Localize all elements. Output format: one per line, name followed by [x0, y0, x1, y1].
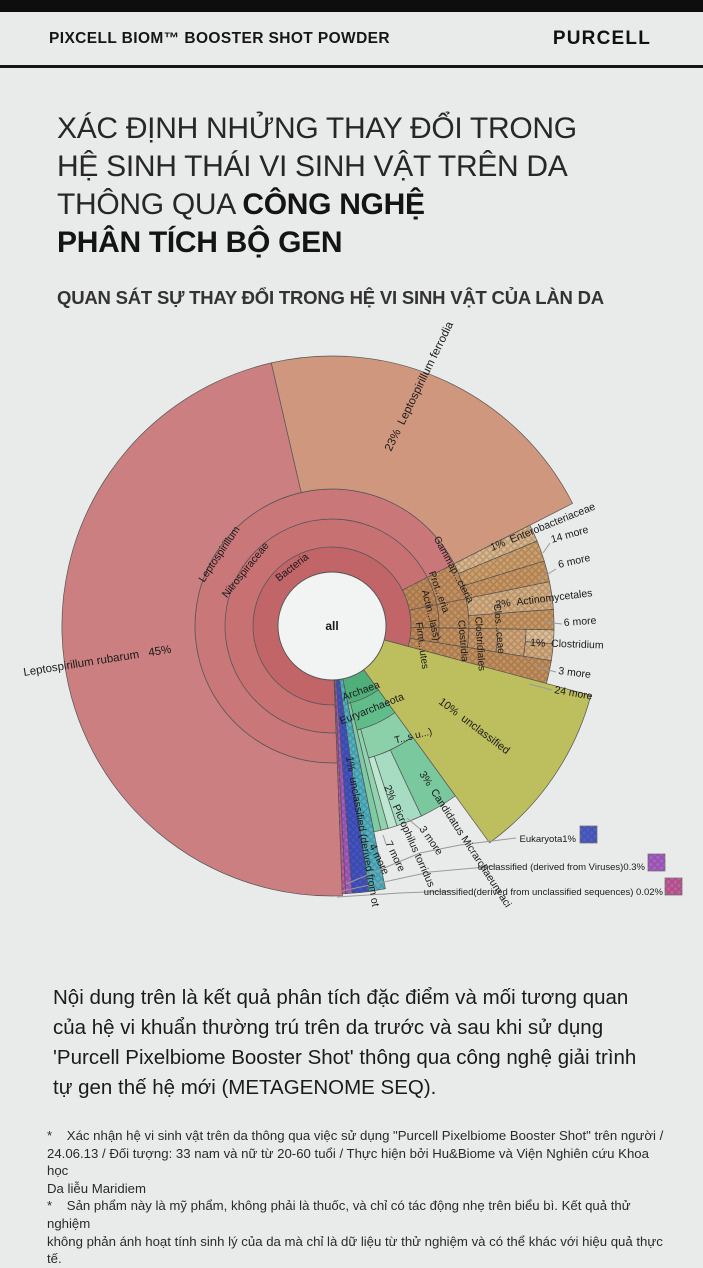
chart-center-circle	[277, 571, 387, 681]
leader-line	[406, 817, 421, 830]
text-line: 'Purcell Pixelbiome Booster Shot' thông …	[53, 1046, 637, 1069]
wedge-label: 1% Clostridium	[530, 637, 604, 652]
text-line: * Sản phẩm này là mỹ phẩm, không phải là…	[47, 1198, 631, 1231]
wedge-hatch-clostridiaceae-ring	[496, 628, 526, 657]
leader-line	[382, 834, 387, 845]
wedge-label: 6 more	[563, 615, 597, 629]
wedge-hatch-more-24	[408, 638, 552, 684]
wedge-hatch-more-6a	[463, 561, 550, 599]
leader-line	[539, 568, 557, 580]
wedge-hatch-more-3a	[523, 641, 554, 661]
leader-line	[336, 890, 453, 898]
center-label: all	[325, 619, 338, 633]
wedge-hatch-unclassified-sequences	[334, 679, 346, 894]
wedge-hatch-proteobacteria-ring	[402, 577, 437, 611]
text-line: Da liễu Maridiem	[47, 1180, 146, 1196]
wedge-hatch-clostridiales-ring	[467, 628, 498, 652]
title-line-3: THÔNG QUA CÔNG NGHỆ	[57, 186, 657, 224]
wedge-hatch-more-6b	[468, 609, 555, 630]
leader-line	[528, 683, 553, 691]
subtitle: QUAN SÁT SỰ THAY ĐỔI TRONG HỆ VI SINH VẬ…	[57, 287, 604, 308]
text-line: * Xác nhận hệ vi sinh vật trên da thông …	[47, 1128, 664, 1143]
title-line-4: PHÂN TÍCH BỘ GEN	[57, 226, 343, 259]
wedge-hatch-unclassified-other	[339, 678, 386, 892]
brand-logo: PURCELL	[552, 27, 651, 49]
title-line-3-regular: THÔNG QUA	[57, 188, 243, 221]
wedge-hatch-actinobacteria-phylum-ring	[409, 604, 440, 628]
wedge-hatch-clostridium	[525, 629, 554, 644]
footnotes: * Xác nhận hệ vi sinh vật trên da thông …	[47, 1127, 672, 1268]
legend-swatch-hatch	[648, 854, 665, 871]
leader-line	[542, 542, 551, 554]
top-black-bar	[0, 0, 703, 12]
text-line: 24.06.13 / Đối tượng: 33 nam và nữ từ 20…	[47, 1145, 649, 1179]
header: PIXCELL BIOM™ BOOSTER SHOT POWDER PURCEL…	[0, 12, 703, 68]
ring-label: Clos...ceae	[491, 603, 506, 654]
legend-swatch-hatch	[665, 878, 682, 895]
wedge-hatch-eukaryota	[336, 679, 369, 894]
wedge-hatch-actinobacteria-class-ring	[436, 598, 470, 629]
legend-swatch-hatch	[580, 826, 597, 843]
product-name: PIXCELL BIOM™ BOOSTER SHOT POWDER	[49, 29, 391, 47]
wedge-hatch-enterobacteriaceae	[454, 525, 538, 574]
wedge-label: 3 more	[558, 665, 592, 681]
leader-line	[341, 865, 498, 892]
leader-line	[366, 837, 371, 848]
title-line-2: HỆ SINH THÁI VI SINH VẬT TRÊN DA	[57, 150, 568, 183]
page-title: XÁC ĐỊNH NHỬNG THAY ĐỔI TRONG HỆ SINH TH…	[57, 110, 657, 262]
wedge-hatch-more-14	[458, 541, 545, 586]
leader-line	[535, 666, 557, 673]
wedge-hatch-firmicutes-ring	[410, 627, 439, 643]
leader-line	[543, 621, 563, 625]
title-line-3-bold: CÔNG NGHỆ	[242, 188, 425, 221]
text-line: không phản ánh hoạt tính sinh lý của da …	[47, 1233, 663, 1267]
legend-label: Eukaryota1%	[519, 834, 576, 845]
text-line: Nội dung trên là kết quả phân tích đặc đ…	[53, 986, 629, 1009]
leader-line	[345, 837, 517, 885]
wedge-leptospirillum-rubarum	[61, 362, 343, 897]
legend-label: unclassified (derived from Viruses)0.3%	[478, 862, 646, 873]
wedge-hatch-actinomycetales	[466, 581, 554, 616]
ring-label: Clostridiales	[472, 616, 487, 671]
wedge-hatch-unclassified-viruses	[334, 679, 353, 894]
text-line: tự gen thế hệ mới (METAGENOME SEQ).	[53, 1076, 437, 1099]
title-line-1: XÁC ĐỊNH NHỬNG THAY ĐỔI TRONG	[57, 112, 577, 145]
wedge-label: 6 more	[557, 552, 592, 571]
wedge-hatch-gammaproteobacteria-ring	[427, 563, 467, 605]
text-line: của hệ vi khuẩn thường trú trên da trước…	[53, 1016, 604, 1039]
legend-label: unclassified(derived from unclassified s…	[424, 887, 664, 898]
body-text: Nội dung trên là kết quả phân tích đặc đ…	[53, 983, 673, 1103]
ring-label: Clostridia	[455, 620, 470, 663]
wedge-hatch-clostridia-ring	[437, 627, 469, 648]
wedge-leptospirillum-ferrodia	[270, 355, 574, 565]
